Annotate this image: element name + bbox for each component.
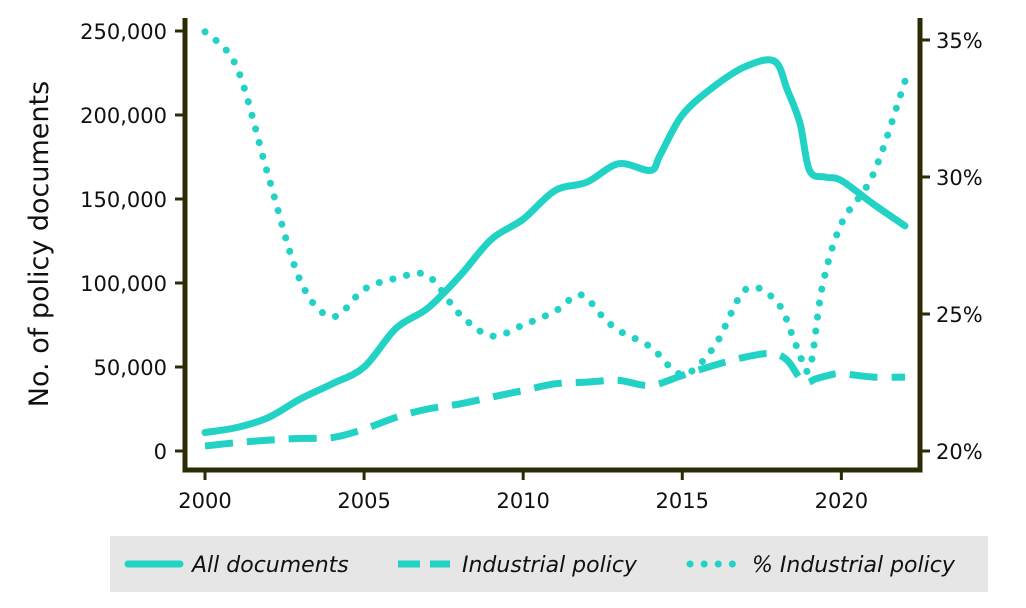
legend-box xyxy=(110,536,988,592)
x-tick-label: 2020 xyxy=(815,489,868,513)
series-line-industrial-policy xyxy=(201,28,909,378)
legend: All documents Industrial policy % Industri… xyxy=(110,536,988,592)
y-tick-label-left: 250,000 xyxy=(80,20,167,44)
x-tick-label: 2000 xyxy=(178,489,231,513)
series-line-industrial-policy xyxy=(204,349,906,450)
y-axis-label: No. of policy documents xyxy=(24,81,55,407)
legend-label: Industrial policy xyxy=(462,553,638,578)
y-tick-label-left: 200,000 xyxy=(80,104,167,128)
series-layer xyxy=(201,28,909,450)
x-tick-label: 2015 xyxy=(656,489,709,513)
y-tick-label-right: 20% xyxy=(936,440,983,464)
x-tick-label: 2010 xyxy=(496,489,549,513)
y-tick-label-right: 25% xyxy=(936,303,983,327)
y-tick-label-right: 35% xyxy=(936,29,983,53)
x-tick-label: 2005 xyxy=(337,489,390,513)
y-tick-label-left: 50,000 xyxy=(94,356,167,380)
series-line-all-documents xyxy=(201,56,909,436)
y-tick-label-right: 30% xyxy=(936,166,983,190)
axes: 2000 2005 2010 2015 2020 0 50,000 100,000 150,00… xyxy=(24,18,983,513)
y-tick-label-left: 0 xyxy=(154,440,167,464)
y-tick-label-left: 150,000 xyxy=(80,188,167,212)
legend-label: % Industrial policy xyxy=(752,553,956,578)
legend-label: All documents xyxy=(190,553,349,578)
y-tick-label-left: 100,000 xyxy=(80,272,167,296)
